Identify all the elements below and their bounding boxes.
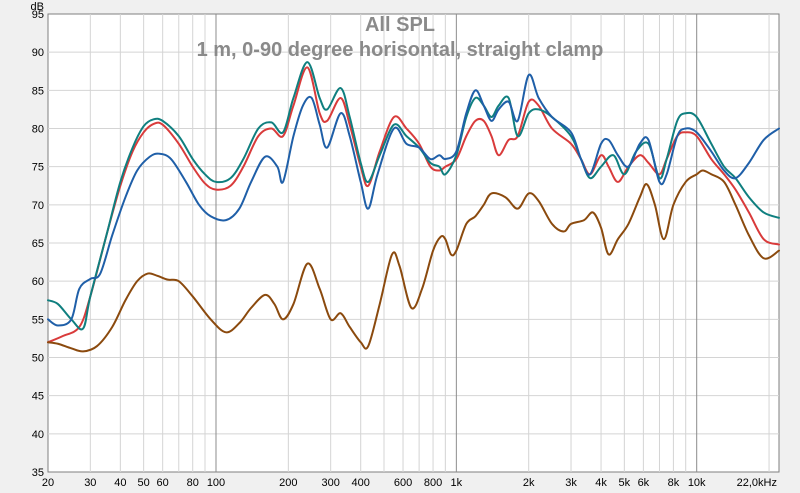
y-tick-label: 80 (32, 124, 44, 136)
y-tick-label: 75 (32, 162, 44, 174)
x-tick-label: 40 (114, 477, 126, 489)
series-layer (47, 61, 780, 353)
x-tick-label: 10k (688, 477, 706, 489)
x-tick-label: 20 (42, 477, 54, 489)
chart-subtitle: 1 m, 0-90 degree horisontal, straight cl… (197, 39, 604, 61)
y-axis-unit-label: dB (31, 1, 44, 13)
x-tick-label: 30 (84, 477, 96, 489)
y-tick-label: 60 (32, 276, 44, 288)
x-tick-label: 6k (638, 477, 650, 489)
y-tick-label: 45 (32, 391, 44, 403)
x-tick-label: 8k (668, 477, 680, 489)
y-tick-label: 55 (32, 314, 44, 326)
x-tick-label: 80 (187, 477, 199, 489)
x-tick-label: 100 (207, 477, 225, 489)
x-tick-label: 22,0kHz (737, 477, 777, 489)
y-tick-label: 70 (32, 200, 44, 212)
y-tick-label: 90 (32, 47, 44, 59)
x-tick-label: 400 (352, 477, 370, 489)
x-tick-label: 600 (394, 477, 412, 489)
y-tick-label: 95 (32, 9, 44, 21)
tick-label-layer: 35 40 45 50 55 60 65 70 75 80 85 90 95 20 30 40 50 60 80 10… (32, 9, 777, 489)
y-tick-label: 40 (32, 429, 44, 441)
spl-series-blue-line (47, 73, 780, 327)
x-tick-label: 200 (279, 477, 297, 489)
y-tick-label: 50 (32, 353, 44, 365)
x-tick-label: 60 (157, 477, 169, 489)
grid-layer (48, 14, 779, 472)
chart-title: All SPL (365, 14, 435, 36)
x-tick-label: 2k (523, 477, 535, 489)
x-tick-label: 50 (138, 477, 150, 489)
spl-series-red-line (47, 66, 780, 344)
x-tick-label: 3k (565, 477, 577, 489)
x-tick-label: 5k (619, 477, 631, 489)
x-tick-label: 300 (321, 477, 339, 489)
x-tick-label: 1k (451, 477, 463, 489)
spl-series-brown-line (47, 169, 780, 353)
x-tick-label: 800 (424, 477, 442, 489)
y-tick-label: 85 (32, 85, 44, 97)
y-tick-label: 65 (32, 238, 44, 250)
y-tick-label: 35 (32, 467, 44, 479)
x-tick-label: 4k (595, 477, 607, 489)
